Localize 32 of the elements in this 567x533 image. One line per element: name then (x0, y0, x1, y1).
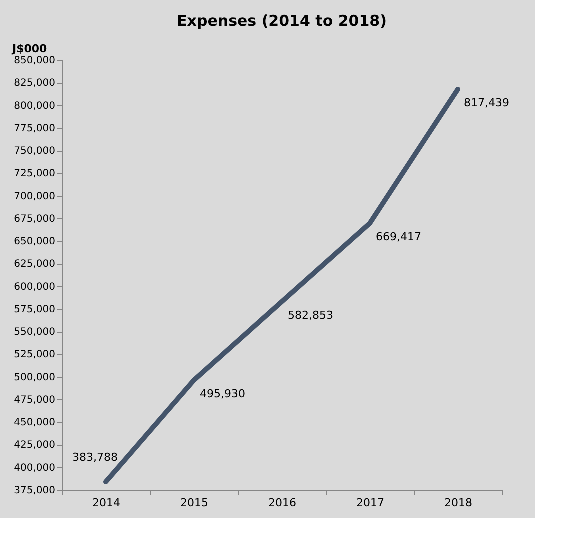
x-tick-label: 2017 (356, 496, 384, 510)
y-tick-label: 625,000 (14, 259, 56, 270)
y-tick-label: 475,000 (14, 394, 56, 406)
y-tick-label: 650,000 (14, 236, 56, 248)
y-tick-label: 500,000 (14, 372, 56, 384)
y-tick-label: 800,000 (14, 100, 56, 112)
y-tick-label: 700,000 (14, 191, 56, 202)
y-tick-label: 850,000 (14, 56, 56, 66)
y-tick-label: 375,000 (14, 486, 56, 496)
y-tick-label: 750,000 (14, 146, 56, 158)
y-tick-label: 400,000 (14, 462, 56, 474)
data-label: 383,788 (72, 451, 118, 464)
x-tick-label: 2015 (180, 496, 208, 510)
y-tick-label: 575,000 (14, 304, 56, 316)
y-tick-label: 675,000 (14, 214, 56, 225)
data-label: 669,417 (376, 230, 422, 244)
y-tick-label: 725,000 (14, 168, 56, 180)
y-tick-label: 525,000 (14, 350, 56, 361)
y-tick-label: 775,000 (14, 123, 56, 134)
y-tick-label: 600,000 (14, 282, 56, 293)
y-tick-label: 450,000 (14, 418, 56, 429)
x-tick-label: 2018 (444, 496, 472, 510)
y-tick-label: 425,000 (14, 440, 56, 452)
y-tick-label: 550,000 (14, 327, 56, 338)
x-tick-label: 2014 (92, 496, 120, 510)
y-axis-title: J$000 (12, 42, 48, 56)
data-label: 817,439 (464, 96, 510, 110)
data-label: 582,853 (288, 308, 334, 322)
data-label: 495,930 (200, 388, 246, 401)
x-tick-label: 2016 (268, 496, 296, 510)
chart-title: Expenses (2014 to 2018) (177, 12, 387, 30)
y-tick-label: 825,000 (14, 78, 56, 90)
